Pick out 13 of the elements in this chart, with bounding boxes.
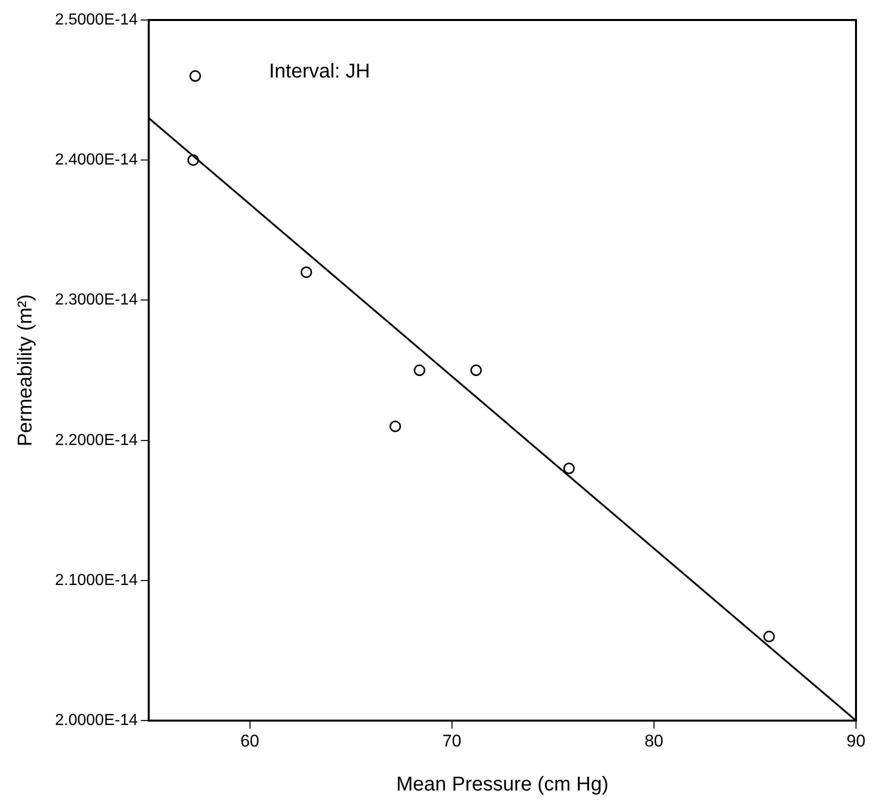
y-tick-label: 2.0000E-14 xyxy=(55,712,138,730)
annotation: Interval: JH xyxy=(268,60,370,83)
x-axis-title: Mean Pressure (cm Hg) xyxy=(396,774,609,796)
x-tick-label: 60 xyxy=(240,731,260,750)
y-axis-title: Permeability (m²) xyxy=(14,294,37,446)
x-tick-label: 80 xyxy=(644,731,664,750)
y-tick-label: 2.5000E-14 xyxy=(55,11,138,28)
y-tick-label: 2.4000E-14 xyxy=(55,152,138,169)
x-tick-label: 90 xyxy=(846,731,866,750)
y-tick-label: 2.1000E-14 xyxy=(55,572,138,589)
y-tick-label: 2.2000E-14 xyxy=(55,432,138,449)
x-tick-label: 70 xyxy=(442,731,462,750)
y-tick-label: 2.3000E-14 xyxy=(55,292,138,309)
